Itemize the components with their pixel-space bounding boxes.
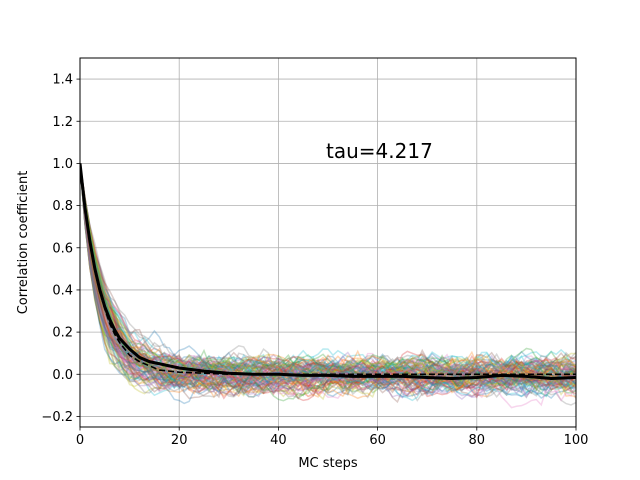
x-tick-label: 100 — [564, 433, 589, 448]
sample-series-line — [80, 163, 576, 400]
sample-series-line — [80, 163, 576, 395]
sample-series-line — [80, 163, 576, 395]
sample-series-line — [80, 163, 576, 396]
sample-series-line — [80, 163, 576, 391]
sample-series-line — [80, 163, 576, 390]
sample-series-line — [80, 163, 576, 397]
sample-series-line — [80, 163, 576, 388]
sample-series-line — [80, 163, 576, 385]
sample-series-line — [80, 163, 576, 388]
sample-series-line — [80, 163, 576, 397]
sample-series-line — [80, 163, 576, 400]
x-tick-label: 80 — [469, 433, 486, 448]
sample-series-line — [80, 163, 576, 392]
mean-series-layer — [80, 163, 576, 381]
y-tick-label: 0.8 — [52, 199, 73, 214]
sample-series-line — [80, 163, 576, 399]
sample-series-line — [80, 163, 576, 389]
sample-series-line — [80, 163, 576, 395]
sample-series-line — [80, 163, 576, 392]
sample-series-line — [80, 163, 576, 392]
sample-series-line — [80, 163, 576, 390]
sample-series-line — [80, 163, 576, 385]
sample-series-line — [80, 163, 576, 398]
sample-series-line — [80, 163, 576, 391]
x-tick-label: 0 — [76, 433, 84, 448]
sample-series-line — [80, 163, 576, 396]
sample-series-line — [80, 163, 576, 396]
sample-series-line — [80, 163, 576, 391]
y-tick-label: 1.0 — [52, 157, 73, 172]
tau-annotation: tau=4.217 — [326, 139, 433, 163]
sample-series-line — [80, 163, 576, 398]
y-tick-label: −0.2 — [41, 410, 73, 425]
y-tick-label: 0.6 — [52, 241, 73, 256]
x-tick-label: 20 — [171, 433, 188, 448]
y-tick-label: 1.2 — [52, 115, 73, 130]
sample-series-line — [80, 163, 576, 386]
sample-series-line — [80, 163, 576, 393]
sample-series-line — [80, 163, 576, 398]
sample-series-line — [80, 163, 576, 399]
sample-series-line — [80, 163, 576, 390]
sample-series-line — [80, 163, 576, 398]
sample-series-line — [80, 163, 576, 386]
sample-series-line — [80, 163, 576, 389]
y-tick-label: 0.0 — [52, 368, 73, 383]
sample-series-line — [80, 163, 576, 391]
sample-series-line — [80, 163, 576, 394]
fit-series-line — [80, 163, 576, 376]
sample-series-line — [80, 163, 576, 400]
y-tick-label: 1.4 — [52, 73, 73, 88]
x-tick-label: 60 — [369, 433, 386, 448]
x-tick-label: 40 — [270, 433, 287, 448]
sample-series-line — [80, 163, 576, 405]
sample-series-line — [80, 163, 576, 386]
sample-series-line — [80, 163, 576, 391]
y-tick-label: 0.2 — [52, 326, 73, 341]
sample-series-line — [80, 163, 576, 392]
sample-series-line — [80, 163, 576, 385]
sample-series-line — [80, 163, 576, 401]
y-tick-label: 0.4 — [52, 283, 73, 298]
sample-series-line — [80, 163, 576, 389]
sample-series-line — [80, 163, 576, 397]
sample-series-line — [80, 163, 576, 389]
sample-series-line — [80, 163, 576, 396]
sample-series-line — [80, 163, 576, 396]
sample-series-line — [80, 163, 576, 396]
sample-series-line — [80, 163, 576, 406]
plot-frame — [79, 57, 577, 428]
sample-series-line — [80, 163, 576, 391]
x-axis-label: MC steps — [298, 456, 358, 471]
sample-series-line — [80, 163, 576, 388]
sample-series-line — [80, 163, 576, 400]
sample-series-line — [80, 163, 576, 392]
sample-series-line — [80, 163, 576, 384]
sample-series-line — [80, 163, 576, 373]
y-axis-label: Correlation coefficient — [16, 171, 31, 315]
sample-series-line — [80, 163, 576, 396]
sample-series-line — [80, 163, 576, 398]
ticks-layer: 0 20 40 60 80 100 −0.2 0.0 0.2 0.4 0.6 0.8 1.0 1.2 1.4 — [41, 73, 588, 448]
sample-series-line — [80, 163, 576, 402]
sample-series-line — [80, 163, 576, 404]
